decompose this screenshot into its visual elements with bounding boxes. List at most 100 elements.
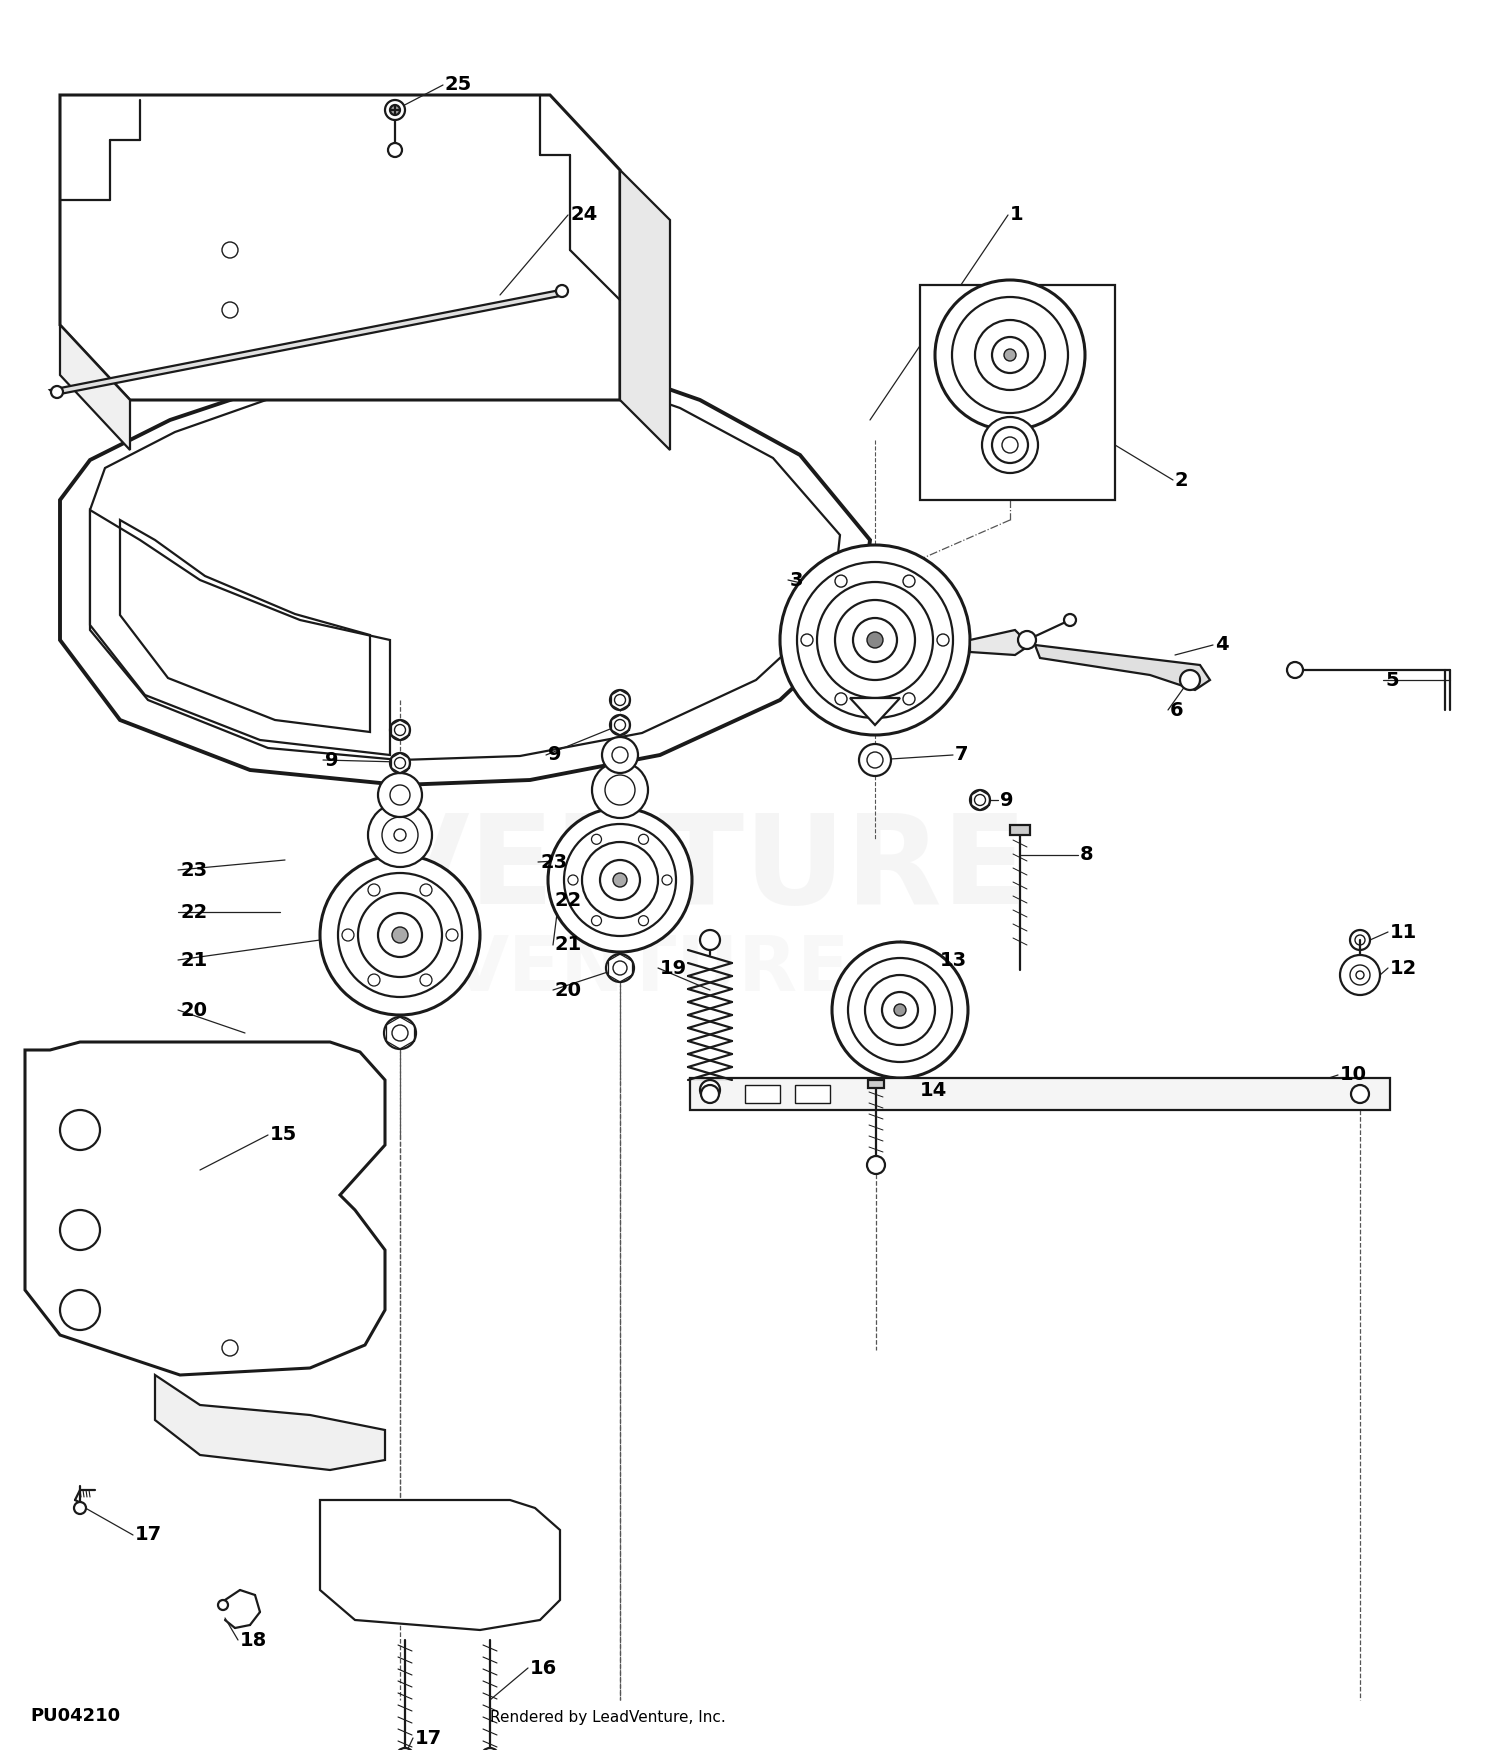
Text: 24: 24 bbox=[570, 205, 597, 224]
Circle shape bbox=[639, 835, 648, 844]
Circle shape bbox=[60, 1209, 100, 1250]
Circle shape bbox=[60, 1290, 100, 1330]
Text: PU04210: PU04210 bbox=[30, 1706, 120, 1726]
Circle shape bbox=[582, 842, 658, 919]
Circle shape bbox=[796, 562, 952, 718]
Text: 1: 1 bbox=[1010, 205, 1023, 224]
Circle shape bbox=[390, 105, 400, 116]
Circle shape bbox=[938, 634, 950, 646]
Circle shape bbox=[867, 632, 883, 648]
Text: 12: 12 bbox=[1390, 959, 1417, 978]
Circle shape bbox=[836, 693, 848, 705]
Circle shape bbox=[394, 758, 405, 768]
Circle shape bbox=[217, 1600, 228, 1610]
Polygon shape bbox=[154, 1376, 386, 1470]
Circle shape bbox=[614, 961, 627, 975]
Text: 21: 21 bbox=[180, 950, 207, 970]
Circle shape bbox=[368, 803, 432, 866]
Circle shape bbox=[74, 1502, 86, 1514]
Text: 2: 2 bbox=[1174, 471, 1188, 490]
Circle shape bbox=[564, 824, 676, 936]
Text: VENTURE: VENTURE bbox=[372, 810, 1028, 931]
Text: 3: 3 bbox=[790, 570, 804, 590]
Circle shape bbox=[568, 875, 578, 886]
Bar bbox=[920, 285, 1114, 500]
Circle shape bbox=[392, 1026, 408, 1041]
Circle shape bbox=[386, 100, 405, 121]
Circle shape bbox=[591, 915, 602, 926]
Polygon shape bbox=[620, 170, 670, 450]
Text: 8: 8 bbox=[1080, 845, 1094, 864]
Circle shape bbox=[1064, 614, 1076, 626]
Circle shape bbox=[390, 786, 410, 805]
Text: 5: 5 bbox=[1384, 670, 1398, 690]
Circle shape bbox=[420, 975, 432, 985]
Text: 20: 20 bbox=[180, 1001, 207, 1020]
Circle shape bbox=[894, 1004, 906, 1017]
Bar bbox=[868, 1080, 883, 1088]
Polygon shape bbox=[60, 355, 870, 786]
Circle shape bbox=[903, 576, 915, 586]
Circle shape bbox=[222, 242, 238, 257]
Circle shape bbox=[556, 285, 568, 298]
Text: 11: 11 bbox=[1390, 922, 1417, 942]
Circle shape bbox=[882, 992, 918, 1027]
Text: 7: 7 bbox=[956, 746, 969, 765]
Polygon shape bbox=[60, 326, 130, 450]
Circle shape bbox=[700, 929, 720, 950]
Circle shape bbox=[390, 752, 410, 774]
Circle shape bbox=[1019, 632, 1036, 649]
Circle shape bbox=[368, 975, 380, 985]
Text: 17: 17 bbox=[135, 1526, 162, 1545]
Text: 9: 9 bbox=[326, 751, 339, 770]
Text: 6: 6 bbox=[1170, 700, 1184, 719]
Circle shape bbox=[992, 427, 1028, 464]
Circle shape bbox=[1350, 929, 1370, 950]
Polygon shape bbox=[320, 1500, 560, 1629]
Circle shape bbox=[859, 744, 891, 775]
Circle shape bbox=[342, 929, 354, 942]
Text: 16: 16 bbox=[530, 1659, 558, 1678]
Circle shape bbox=[1350, 964, 1370, 985]
Circle shape bbox=[903, 693, 915, 705]
Text: 17: 17 bbox=[416, 1729, 442, 1748]
Polygon shape bbox=[60, 94, 620, 401]
Circle shape bbox=[612, 747, 628, 763]
Circle shape bbox=[1287, 662, 1304, 677]
Circle shape bbox=[975, 320, 1046, 390]
Circle shape bbox=[368, 884, 380, 896]
Polygon shape bbox=[50, 290, 566, 396]
Circle shape bbox=[847, 957, 952, 1062]
Circle shape bbox=[982, 416, 1038, 473]
Circle shape bbox=[836, 600, 915, 681]
Text: 14: 14 bbox=[920, 1080, 948, 1099]
Circle shape bbox=[222, 303, 238, 318]
Text: 22: 22 bbox=[555, 891, 582, 910]
Circle shape bbox=[970, 789, 990, 810]
Circle shape bbox=[390, 719, 410, 740]
Bar bbox=[795, 1085, 830, 1102]
Circle shape bbox=[591, 835, 602, 844]
Circle shape bbox=[615, 719, 626, 730]
Circle shape bbox=[614, 873, 627, 887]
Circle shape bbox=[1180, 670, 1200, 690]
Circle shape bbox=[610, 716, 630, 735]
Text: 25: 25 bbox=[446, 75, 472, 94]
Circle shape bbox=[446, 929, 458, 942]
Circle shape bbox=[867, 752, 883, 768]
Circle shape bbox=[1352, 1085, 1370, 1102]
Text: VENTURE: VENTURE bbox=[450, 933, 850, 1006]
Text: 4: 4 bbox=[1215, 635, 1228, 654]
Circle shape bbox=[818, 583, 933, 698]
Circle shape bbox=[388, 144, 402, 158]
Circle shape bbox=[378, 914, 422, 957]
Circle shape bbox=[420, 884, 432, 896]
Circle shape bbox=[602, 737, 638, 774]
Circle shape bbox=[865, 975, 934, 1045]
Polygon shape bbox=[850, 698, 900, 724]
Text: 9: 9 bbox=[1000, 791, 1014, 810]
Circle shape bbox=[1356, 971, 1364, 978]
Circle shape bbox=[60, 1110, 100, 1150]
Circle shape bbox=[338, 873, 462, 997]
Circle shape bbox=[836, 576, 848, 586]
